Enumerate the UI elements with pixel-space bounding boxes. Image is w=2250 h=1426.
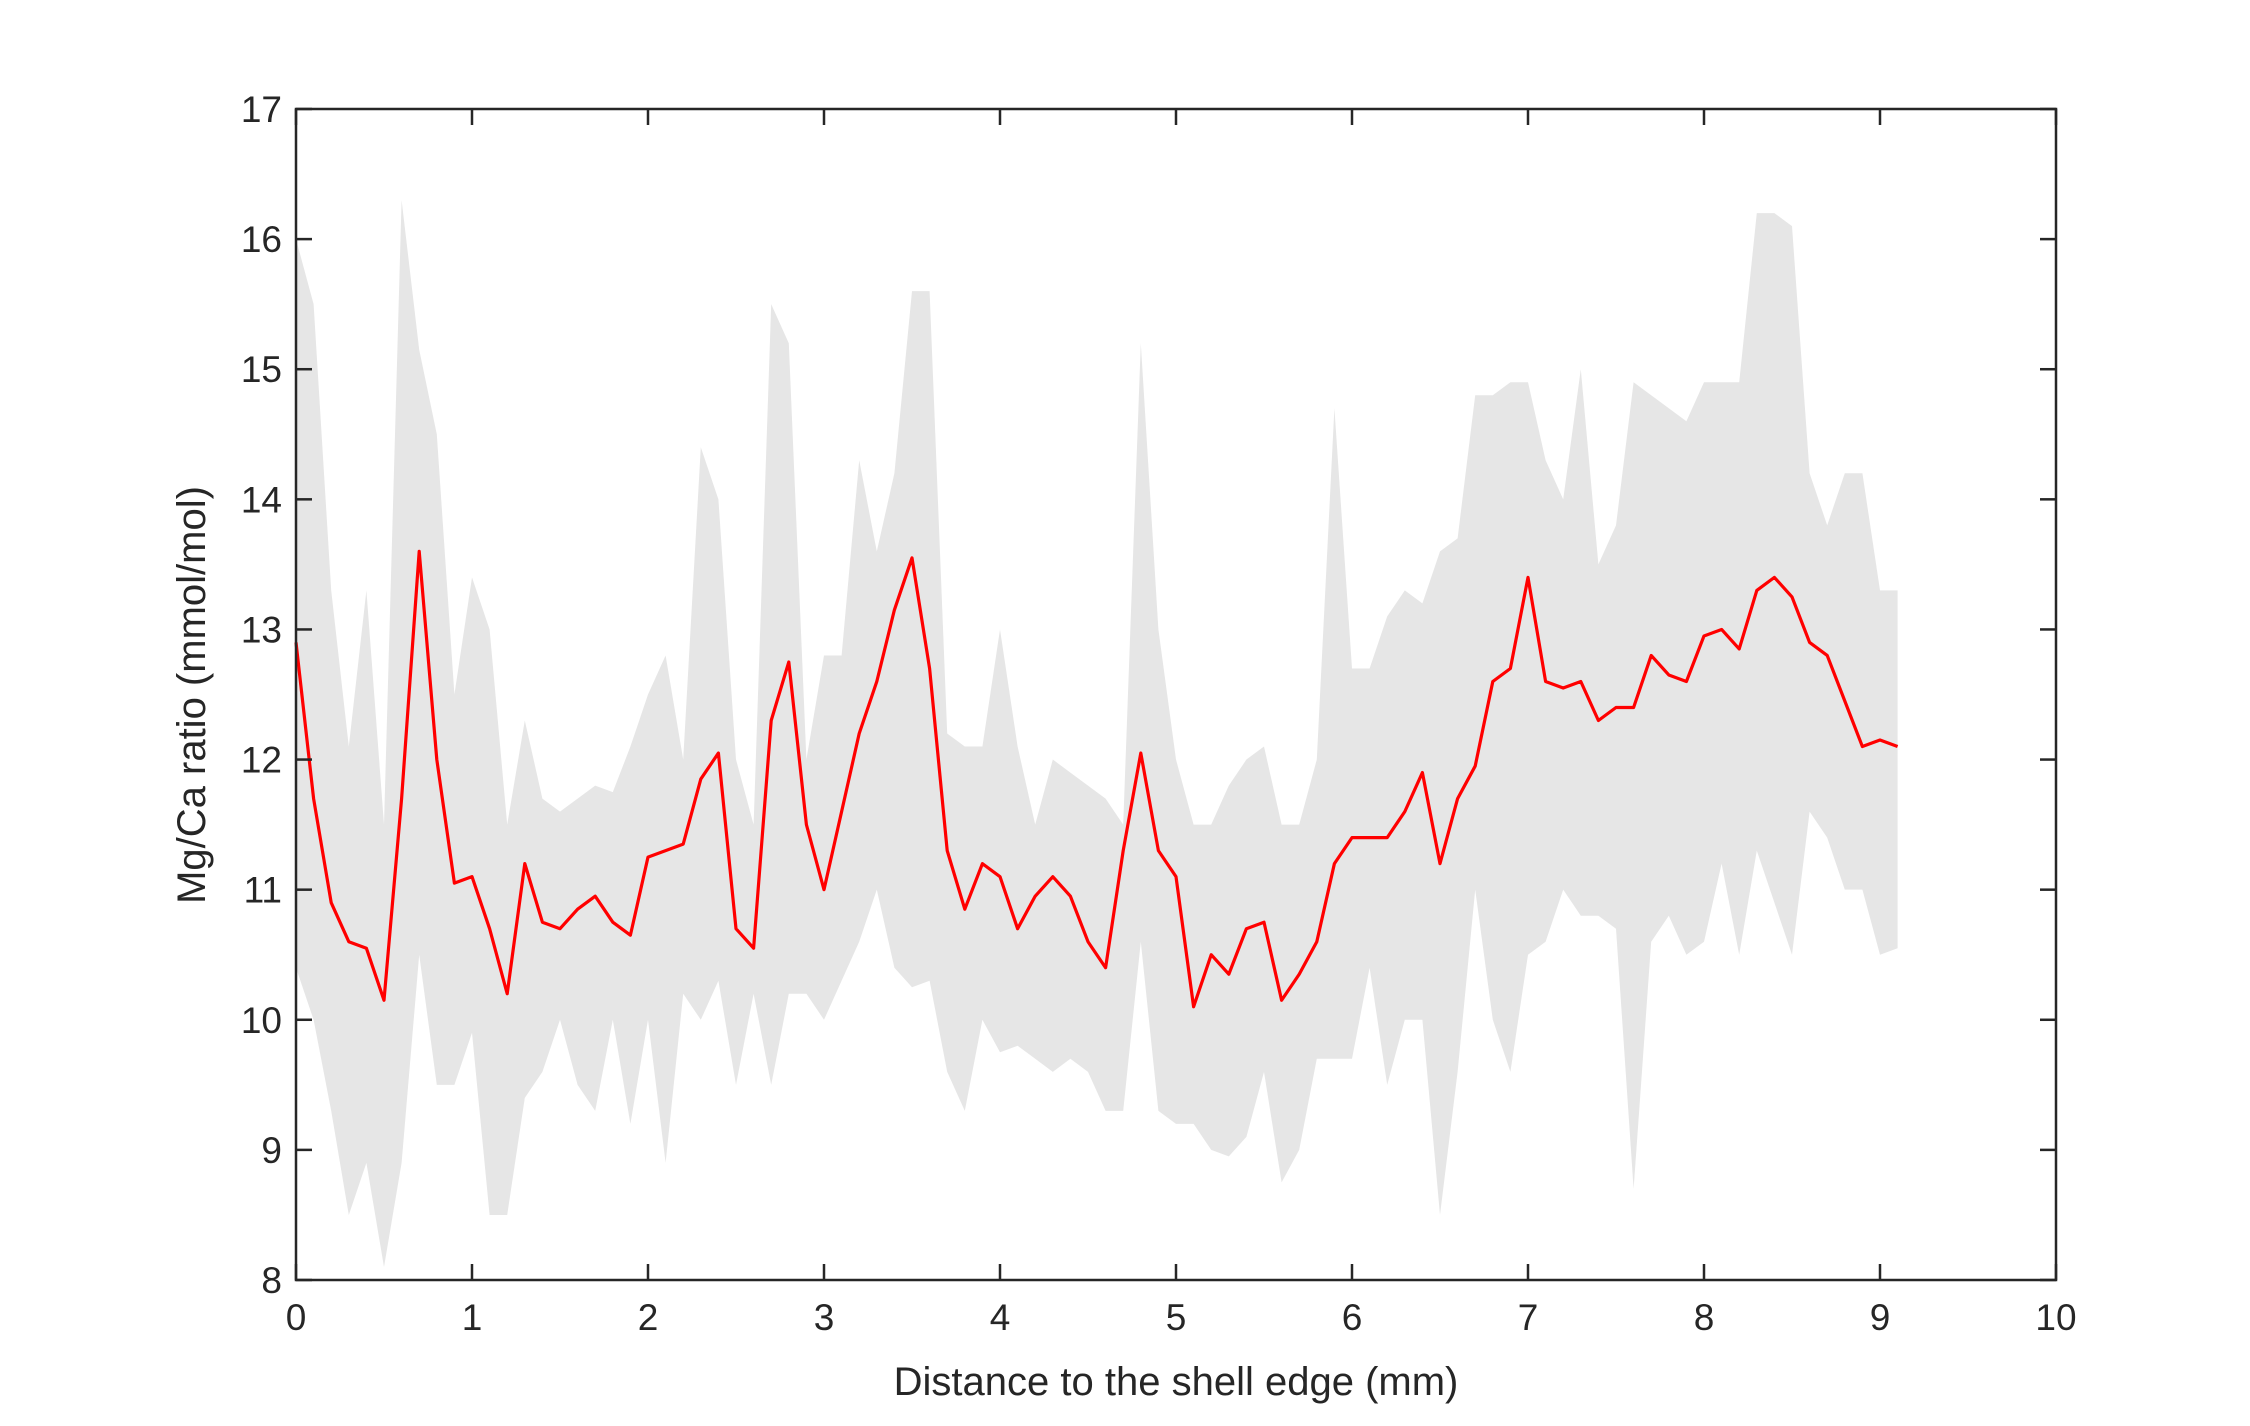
- x-tick-label: 5: [1166, 1297, 1187, 1338]
- y-tick-label: 16: [241, 219, 282, 260]
- y-tick-label: 8: [261, 1260, 282, 1301]
- y-tick-label: 13: [241, 609, 282, 650]
- y-tick-label: 10: [241, 1000, 282, 1041]
- y-tick-label: 15: [241, 349, 282, 390]
- y-tick-label: 12: [241, 740, 282, 781]
- x-tick-label: 4: [990, 1297, 1011, 1338]
- x-tick-label: 10: [2035, 1297, 2076, 1338]
- x-tick-label: 6: [1342, 1297, 1363, 1338]
- x-tick-label: 0: [286, 1297, 307, 1338]
- y-tick-label: 9: [261, 1130, 282, 1171]
- x-axis-label: Distance to the shell edge (mm): [894, 1360, 1459, 1404]
- y-tick-label: 17: [241, 89, 282, 130]
- x-tick-label: 1: [462, 1297, 483, 1338]
- x-tick-label: 8: [1694, 1297, 1715, 1338]
- data-line: [294, 549, 1899, 1009]
- x-tick-label: 9: [1870, 1297, 1891, 1338]
- y-tick-label: 14: [241, 479, 282, 520]
- y-tick-label: 11: [244, 870, 282, 911]
- x-tick-label: 2: [638, 1297, 659, 1338]
- y-axis-label: Mg/Ca ratio (mmol/mol): [170, 486, 214, 904]
- uncertainty-band: [296, 200, 1898, 1267]
- x-tick-label: 7: [1518, 1297, 1539, 1338]
- x-tick-label: 3: [814, 1297, 835, 1338]
